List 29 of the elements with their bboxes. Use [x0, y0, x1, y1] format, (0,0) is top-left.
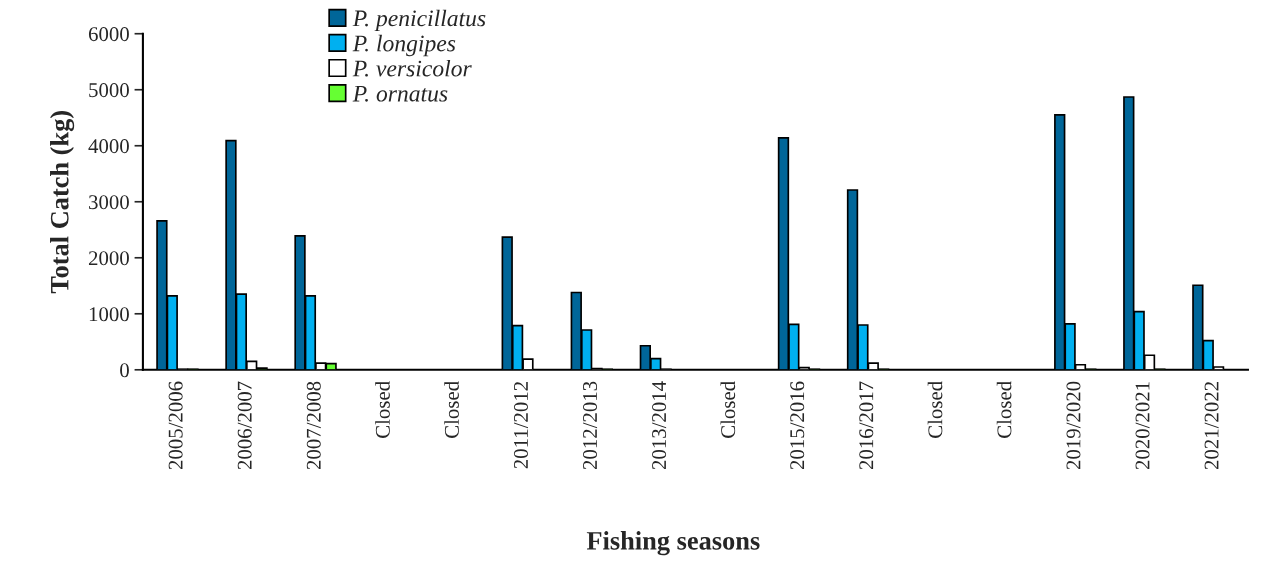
x-tick-label: 2020/2021 — [1135, 382, 1150, 470]
x-tick-label: 2005/2006 — [168, 381, 183, 470]
legend-label: P. longipes — [352, 34, 456, 57]
y-tick-label: 3000 — [89, 195, 129, 210]
legend-label: P. penicillatus — [352, 9, 486, 32]
y-axis-title: Total Catch (kg) — [50, 111, 75, 294]
x-tick-label: 2011/2012 — [513, 382, 528, 469]
x-tick-label: Closed — [720, 381, 736, 438]
x-tick-label: 2015/2016 — [790, 381, 805, 470]
x-tick-label: Closed — [444, 381, 459, 438]
x-axis-title: Fishing seasons — [586, 531, 760, 556]
y-tick-label: 0 — [120, 363, 129, 378]
x-tick-label: 2007/2008 — [306, 381, 321, 470]
x-tick-label: Closed — [375, 381, 390, 438]
x-tick-label: 2012/2013 — [582, 381, 598, 470]
x-tick-label: 2021/2022 — [1204, 382, 1219, 470]
x-tick-label: 2006/2007 — [237, 381, 252, 470]
y-tick-label: 5000 — [89, 83, 129, 98]
legend-label: P. ornatus — [352, 85, 448, 102]
x-tick-label: Closed — [927, 381, 943, 438]
y-tick-label: 1000 — [89, 307, 129, 322]
y-tick-label: 6000 — [88, 27, 129, 42]
x-tick-label: 2019/2020 — [1066, 381, 1081, 470]
x-tick-label: Closed — [996, 381, 1012, 438]
y-tick-label: 4000 — [88, 139, 129, 154]
x-tick-label: 2016/2017 — [859, 381, 874, 470]
x-tick-label: 2013/2014 — [652, 381, 667, 470]
legend-label: P. versicolor — [352, 59, 472, 77]
y-tick-label: 2000 — [88, 251, 129, 266]
